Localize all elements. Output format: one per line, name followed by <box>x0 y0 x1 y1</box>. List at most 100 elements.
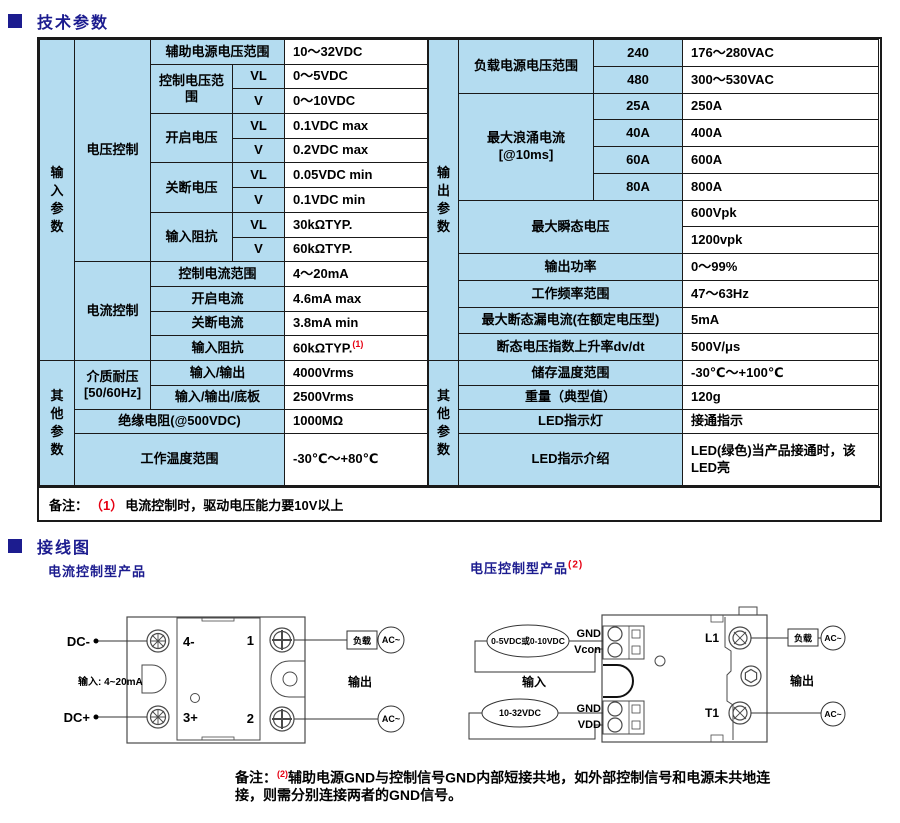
table-row: 输入阻抗 VL 30kΩTYP. <box>40 211 429 263</box>
param-label-cell: 25A <box>593 92 684 121</box>
load-box <box>346 630 378 650</box>
param-label-cell: 80A <box>593 172 684 201</box>
param-value-cell: 0.2VDC max <box>284 137 429 164</box>
footnote-ref: (1) <box>352 339 364 350</box>
control-voltage-label: 0-5VDC或0-10VDC <box>491 636 565 646</box>
param-label-cell: 240 <box>593 39 684 67</box>
diagram1-title-text: 电流控制型产品 <box>48 564 147 579</box>
led-indicator <box>654 655 666 667</box>
param-label-cell: 开启电流 <box>149 285 286 312</box>
param-value-cell: 4.6mA max <box>284 285 429 312</box>
power-terminal-block <box>602 700 645 735</box>
param-label-cell: 480 <box>593 65 684 94</box>
section-bullet-icon <box>8 539 22 553</box>
param-label-cell: 输入参数 <box>39 39 75 361</box>
dc-plus-node <box>93 714 99 720</box>
param-label-cell: 工作温度范围 <box>73 432 286 487</box>
param-value-cell: 0～99% <box>682 253 880 281</box>
param-value-cell: 120g <box>682 385 880 410</box>
current-control-wiring-diagram: DC- DC+ 输入: 4~20mA 4- 1 3+ 2 负载 AC~ AC~ … <box>64 616 405 744</box>
param-label-cell: LED指示灯 <box>458 409 684 434</box>
param-label-cell: VL <box>231 162 286 189</box>
ssr-body <box>126 616 306 744</box>
note2-text: 辅助电源GND与控制信号GND内部短接共地，如外部控制信号和电源未共地连接，则需… <box>235 769 771 804</box>
param-label-cell: 负载电源电压范围 <box>458 39 595 94</box>
table-row: 关断电流 3.8mA min <box>40 310 429 337</box>
table-row: 开启电压 VL 0.1VDC max <box>40 113 429 164</box>
table-row: 输入阻抗 60kΩTYP.(1) <box>40 335 429 361</box>
ac-bottom-label: AC~ <box>824 709 841 719</box>
table-row: V 60kΩTYP. <box>40 236 429 263</box>
param-label-cell: 储存温度范围 <box>458 360 684 386</box>
diagram2-title: 电压控制型产品(2) <box>470 558 583 577</box>
param-label-cell: VL <box>231 211 286 238</box>
table-row: 输入/输出/底板 2500Vrms <box>40 384 429 410</box>
table-row: 40A 400A <box>429 119 880 147</box>
param-label-cell: V <box>231 137 286 164</box>
body-notch-bottom <box>710 734 724 743</box>
led-indicator <box>190 693 200 703</box>
param-value-cell: 600Vpk <box>682 199 880 228</box>
screw-terminal-l1 <box>728 626 752 650</box>
pin-3-label: 3+ <box>183 710 198 725</box>
param-value-cell: 500V/μs <box>682 333 880 361</box>
param-label-cell: 关断电流 <box>149 310 286 337</box>
pin-4-label: 4- <box>183 634 195 649</box>
param-label-cell: 40A <box>593 119 684 147</box>
table-row: 控制电压范围 VL 0～5VDC <box>40 63 429 115</box>
table-row: LED指示灯 接通指示 <box>429 409 880 434</box>
power-gnd-wire <box>468 712 603 740</box>
param-value-cell: 1000MΩ <box>284 408 429 434</box>
table-row: 480 300～530VAC <box>429 65 880 94</box>
param-value-cell: 接通指示 <box>682 409 880 434</box>
ac-source-bottom <box>820 701 846 727</box>
ac-bottom-label: AC~ <box>382 714 400 724</box>
param-value-cell: 176～280VAC <box>682 39 880 67</box>
table-row: V 0.1VDC min <box>40 187 429 213</box>
tech-params-section-header: 技术参数 <box>8 9 109 33</box>
param-label-cell: V <box>231 236 286 263</box>
screw-terminal-4 <box>146 629 170 653</box>
table-row: V 0～10VDC <box>40 88 429 115</box>
param-value-cell: 0.1VDC min <box>284 187 429 213</box>
dc-minus-node <box>93 638 99 644</box>
tech-params-title: 技术参数 <box>37 15 110 32</box>
ac-source-top <box>820 625 846 651</box>
wiring-title: 接线图 <box>37 540 92 557</box>
param-label-cell: 输出功率 <box>458 253 684 281</box>
gnd-top-label: GND <box>577 628 602 640</box>
aux-power-label: 10-32VDC <box>499 708 542 718</box>
param-value-cell: 47～63Hz <box>682 279 880 308</box>
table-row: 最大断态漏电流(在额定电压型) 5mA <box>429 306 880 335</box>
table-row: 输出功率 0～99% <box>429 253 880 281</box>
param-value-cell: 60kΩTYP. <box>284 236 429 263</box>
param-label-cell: 开启电压 <box>150 113 233 164</box>
screw-terminal-t1 <box>728 701 752 725</box>
param-label-cell: 介质耐压[50/60Hz] <box>74 359 151 410</box>
table-row: 其他参数 介质耐压[50/60Hz] 输入/输出 4000Vrms <box>39 359 429 487</box>
param-value-cell: 800A <box>682 172 880 201</box>
ac-top-label: AC~ <box>824 633 841 643</box>
param-value-cell: LED(绿色)当产品接通时，该LED亮 <box>682 433 880 486</box>
center-mount-hole <box>740 665 762 687</box>
vcon-label: Vcon <box>574 644 601 656</box>
pin-1-label: 1 <box>247 633 254 648</box>
table-row: LED指示介绍 LED(绿色)当产品接通时，该LED亮 <box>429 433 880 486</box>
param-value-cell: 1200vpk <box>682 226 880 254</box>
note2-sup: (2) <box>277 769 288 779</box>
input-range-label: 输入: 4~20mA <box>78 675 143 688</box>
param-label-cell: VL <box>231 63 286 90</box>
param-value-cell: 5mA <box>682 306 880 335</box>
table-row: 关断电压 VL 0.05VDC min <box>40 162 429 213</box>
param-value-cell: 0～5VDC <box>284 63 429 90</box>
param-label-cell: 输入阻抗 <box>149 335 286 361</box>
screw-terminal-2 <box>269 706 295 732</box>
wiring-note-2: 备注：(2)辅助电源GND与控制信号GND内部短接共地，如外部控制信号和电源未共… <box>235 769 775 805</box>
param-label-cell: VL <box>231 113 286 139</box>
param-value-cell: -30℃～+80℃ <box>284 432 429 487</box>
param-label-cell: 最大浪涌电流[@10ms] <box>458 92 595 201</box>
diagram2-title-sup: (2) <box>568 559 584 571</box>
panel-tab-top <box>201 617 235 622</box>
param-label-cell: 电压控制 <box>74 38 151 263</box>
left-mount-notch <box>141 664 167 694</box>
